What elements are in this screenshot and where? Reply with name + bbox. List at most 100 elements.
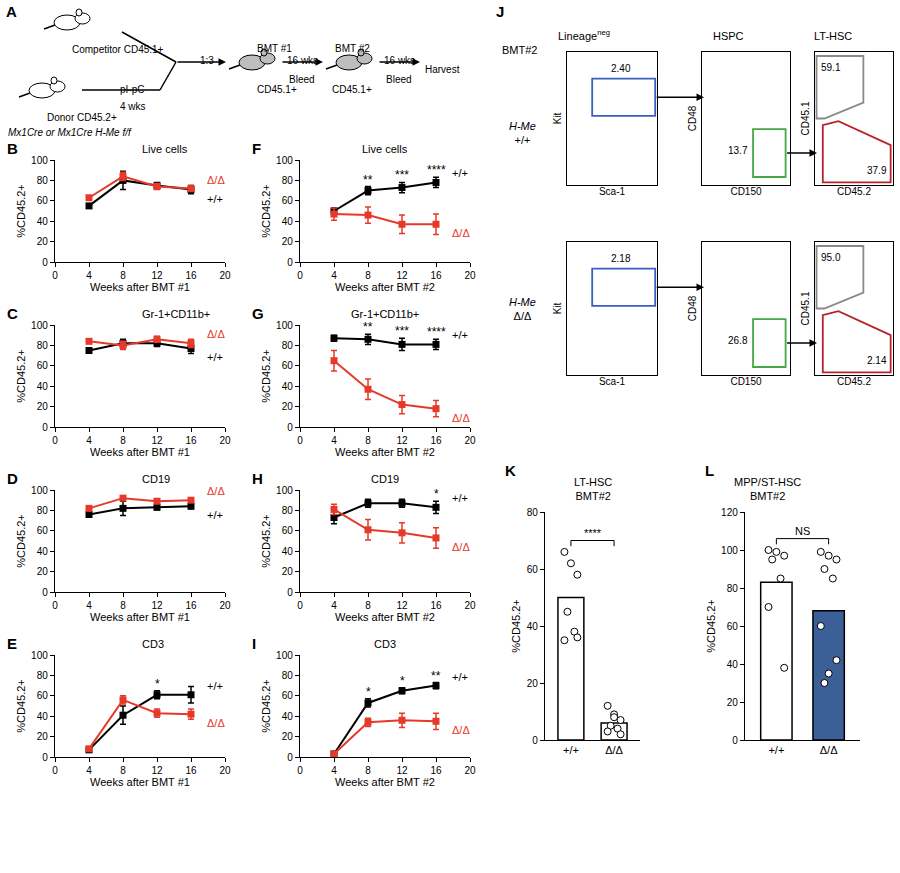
svg-text:+/+: +/+ [207,193,223,205]
svg-text:4: 4 [86,765,92,776]
svg-text:Mx1Cre or Mx1Cre H-Me f/f: Mx1Cre or Mx1Cre H-Me f/f [8,127,132,138]
svg-text:**: ** [363,173,373,187]
svg-text:8: 8 [365,435,371,446]
svg-text:80: 80 [37,670,49,681]
svg-text:8: 8 [365,600,371,611]
svg-text:95.0: 95.0 [821,252,841,263]
svg-text:Weeks after BMT #1: Weeks after BMT #1 [90,446,190,458]
svg-text:E: E [7,635,17,652]
svg-text:%CD45.2+: %CD45.2+ [15,349,27,403]
svg-text:60: 60 [37,360,49,371]
svg-text:12: 12 [151,270,163,281]
svg-text:120: 120 [721,507,738,518]
svg-text:20: 20 [464,600,476,611]
svg-text:K: K [505,462,516,479]
svg-text:J: J [496,3,504,20]
svg-text:4: 4 [86,600,92,611]
svg-text:16 wks: 16 wks [287,55,318,66]
svg-text:40: 40 [37,546,49,557]
svg-text:+/+: +/+ [452,671,468,683]
svg-text:8: 8 [120,600,126,611]
svg-text:20: 20 [727,697,739,708]
svg-text:60: 60 [37,690,49,701]
svg-text:%CD45.2+: %CD45.2+ [15,184,27,238]
svg-text:59.1: 59.1 [821,62,841,73]
svg-text:%CD45.2+: %CD45.2+ [705,599,717,653]
svg-text:BMT#2: BMT#2 [502,44,537,56]
svg-text:60: 60 [282,690,294,701]
svg-text:Weeks after BMT #2: Weeks after BMT #2 [335,776,435,788]
svg-text:60: 60 [282,195,294,206]
svg-text:%CD45.2+: %CD45.2+ [15,679,27,733]
svg-text:16: 16 [430,435,442,446]
svg-text:F: F [252,140,261,157]
svg-text:100: 100 [31,155,48,166]
svg-text:Weeks after BMT #2: Weeks after BMT #2 [335,281,435,293]
svg-text:20: 20 [37,731,49,742]
svg-text:*: * [366,685,371,699]
svg-text:Bleed: Bleed [386,74,412,85]
svg-text:8: 8 [120,435,126,446]
svg-text:Δ/Δ: Δ/Δ [452,412,470,424]
svg-text:20: 20 [464,270,476,281]
svg-text:80: 80 [282,670,294,681]
svg-text:CD3: CD3 [142,638,164,650]
svg-text:+/+: +/+ [768,744,784,756]
svg-text:Weeks after BMT #1: Weeks after BMT #1 [90,776,190,788]
svg-text:100: 100 [276,650,293,661]
svg-text:80: 80 [282,340,294,351]
svg-text:+/+: +/+ [207,351,223,363]
svg-text:60: 60 [527,564,539,575]
svg-text:37.9: 37.9 [867,165,887,176]
svg-text:+/+: +/+ [207,680,223,692]
svg-text:LT-HSC: LT-HSC [814,30,852,42]
svg-text:0: 0 [287,587,293,598]
svg-text:Δ/Δ: Δ/Δ [207,328,225,340]
svg-text:HSPC: HSPC [713,30,744,42]
svg-text:CD45.2: CD45.2 [837,186,871,197]
svg-text:*: * [400,674,405,688]
svg-text:Donor CD45.2+: Donor CD45.2+ [47,112,117,123]
svg-text:20: 20 [464,435,476,446]
svg-text:40: 40 [282,381,294,392]
svg-text:+/+: +/+ [452,492,468,504]
svg-text:60: 60 [282,525,294,536]
svg-text:0: 0 [287,752,293,763]
svg-text:Sca-1: Sca-1 [599,376,626,387]
svg-text:40: 40 [527,621,539,632]
svg-text:%CD45.2+: %CD45.2+ [510,599,522,653]
svg-text:CD48: CD48 [687,105,698,131]
svg-text:4: 4 [331,765,337,776]
svg-text:100: 100 [276,320,293,331]
svg-text:0: 0 [297,765,303,776]
svg-text:12: 12 [151,765,163,776]
svg-text:Weeks after BMT #1: Weeks after BMT #1 [90,281,190,293]
svg-text:12: 12 [396,435,408,446]
svg-text:0: 0 [732,735,738,746]
svg-text:****: **** [427,163,446,177]
svg-text:4: 4 [86,435,92,446]
svg-text:20: 20 [282,731,294,742]
svg-text:Δ/Δ: Δ/Δ [452,227,470,239]
svg-text:Weeks after BMT #2: Weeks after BMT #2 [335,611,435,623]
svg-text:2.40: 2.40 [611,63,631,74]
svg-text:%CD45.2+: %CD45.2+ [15,514,27,568]
svg-text:16: 16 [185,435,197,446]
svg-text:100: 100 [276,485,293,496]
svg-text:0: 0 [287,257,293,268]
svg-text:0: 0 [52,600,58,611]
svg-text:100: 100 [31,320,48,331]
svg-text:40: 40 [37,711,49,722]
svg-text:4: 4 [86,270,92,281]
svg-text:CD45.1: CD45.1 [800,101,811,135]
svg-text:****: **** [584,527,602,539]
svg-text:BMT #1: BMT #1 [257,43,292,54]
svg-text:A: A [6,3,17,20]
svg-text:H-Me+/+: H-Me+/+ [509,120,536,146]
svg-text:Δ/Δ: Δ/Δ [452,724,470,736]
svg-text:12: 12 [396,765,408,776]
svg-text:80: 80 [282,175,294,186]
svg-text:0: 0 [42,587,48,598]
svg-text:+/+: +/+ [452,167,468,179]
svg-text:20: 20 [37,236,49,247]
